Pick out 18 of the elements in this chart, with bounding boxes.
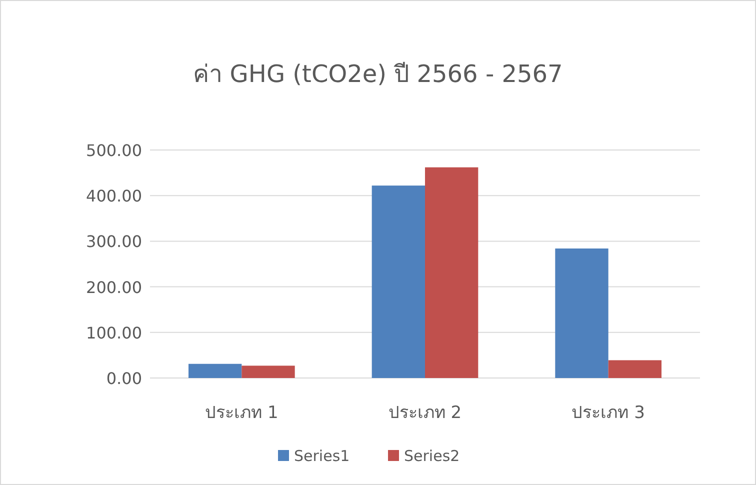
y-tick-label: 200.00 [86, 278, 142, 297]
bar [188, 364, 242, 378]
legend-label: Series2 [404, 447, 460, 465]
bar [555, 248, 608, 378]
bar [425, 167, 478, 378]
bar [372, 186, 425, 378]
chart-title: ค่า GHG (tCO2e) ปี 2566 - 2567 [193, 60, 563, 88]
legend-label: Series1 [294, 447, 350, 465]
x-tick-label: ประเภท 1 [205, 403, 278, 423]
x-tick-label: ประเภท 3 [572, 403, 645, 423]
y-tick-label: 400.00 [86, 186, 142, 206]
y-tick-label: 0.00 [106, 369, 142, 388]
x-tick-label: ประเภท 2 [388, 403, 462, 423]
bar [242, 366, 295, 378]
bar [608, 360, 662, 378]
y-tick-label: 100.00 [86, 323, 142, 342]
y-tick-label: 500.00 [86, 141, 142, 160]
y-tick-label: 300.00 [86, 232, 142, 252]
